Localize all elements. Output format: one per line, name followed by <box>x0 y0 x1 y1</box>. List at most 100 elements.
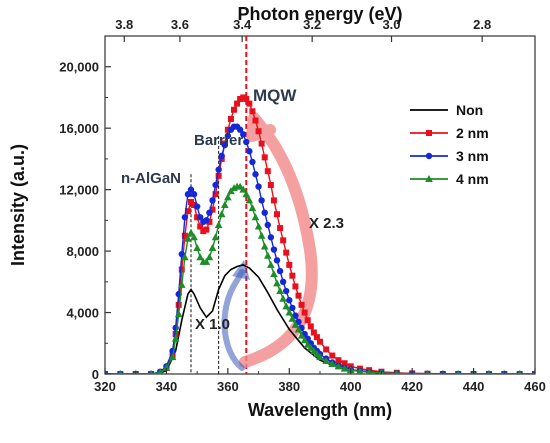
data-point <box>240 94 247 101</box>
data-point <box>267 260 275 268</box>
data-point <box>270 246 278 253</box>
data-point <box>224 132 232 140</box>
reference-lines <box>190 36 248 374</box>
data-point <box>193 244 201 252</box>
data-point <box>289 304 296 312</box>
data-point <box>239 185 248 193</box>
data-point <box>245 196 254 204</box>
data-point <box>366 368 373 374</box>
data-point <box>300 336 309 344</box>
y-axis-title: Intensity (a.u.) <box>8 144 28 266</box>
data-point <box>301 309 308 316</box>
data-point <box>279 294 287 302</box>
x-tick-label: 340 <box>156 379 178 394</box>
data-point <box>295 292 302 299</box>
data-point <box>181 232 188 239</box>
x-tick-label: 420 <box>401 379 423 394</box>
data-point <box>215 166 222 173</box>
data-point <box>291 320 300 328</box>
data-point <box>184 234 192 242</box>
data-point <box>283 287 290 295</box>
data-point <box>178 250 185 258</box>
data-point <box>171 334 180 342</box>
data-point <box>196 253 205 261</box>
data-point <box>517 370 522 374</box>
top-axis: 3.8 3.6 3.4 3.2 3.0 2.8 <box>115 17 491 42</box>
legend-label: 2 nm <box>456 125 489 141</box>
data-point <box>197 223 204 230</box>
series-layer <box>105 94 535 374</box>
legend-marker <box>425 175 433 182</box>
data-point <box>283 249 290 256</box>
data-point <box>243 138 250 146</box>
y-tick-label: 12,000 <box>59 183 99 198</box>
data-point <box>214 220 223 228</box>
data-point <box>205 253 214 261</box>
left-axis: 0 4,000 8,000 12,000 16,000 20,000 <box>59 60 111 382</box>
n-algan-label: n-AlGaN <box>121 170 181 187</box>
data-point <box>317 338 323 345</box>
data-point <box>258 140 265 147</box>
series-4 <box>105 182 535 374</box>
data-point <box>191 202 198 208</box>
data-point <box>486 370 492 374</box>
data-point <box>184 208 191 215</box>
data-point <box>240 131 247 138</box>
scale-arrowhead-x10 <box>232 260 250 280</box>
y-tick-label: 8,000 <box>66 244 99 259</box>
data-point <box>175 301 182 308</box>
data-point <box>297 331 306 339</box>
data-point <box>190 191 198 198</box>
data-point <box>276 267 284 275</box>
top-tick-label: 2.8 <box>473 17 491 32</box>
data-point <box>187 186 195 193</box>
data-point <box>295 318 302 325</box>
legend-label: 4 nm <box>456 171 489 187</box>
legend: Non 2 nm 3 nm 4 nm <box>410 102 489 187</box>
data-point <box>255 183 262 190</box>
data-point <box>251 213 260 221</box>
data-point <box>285 308 294 316</box>
data-point <box>157 368 164 374</box>
data-point <box>177 280 186 288</box>
data-point <box>263 251 272 259</box>
data-point <box>254 222 263 230</box>
data-point <box>236 126 244 133</box>
data-point <box>279 278 287 286</box>
data-point <box>267 182 274 189</box>
data-point <box>310 329 317 336</box>
mqw-label: MQW <box>253 86 297 105</box>
y-tick-label: 16,000 <box>59 121 99 136</box>
data-point <box>255 128 262 135</box>
data-point <box>294 325 303 333</box>
data-point <box>181 253 189 261</box>
data-point <box>168 353 177 361</box>
data-point <box>148 370 154 374</box>
x-tick-label: 380 <box>278 379 300 394</box>
data-point <box>288 314 297 322</box>
data-point <box>273 279 281 287</box>
data-point <box>456 370 461 374</box>
data-point <box>261 209 268 216</box>
data-point <box>203 226 210 233</box>
data-point <box>277 225 284 232</box>
data-point <box>212 181 219 189</box>
data-point <box>209 197 216 204</box>
data-point <box>258 197 265 204</box>
data-point <box>270 197 277 204</box>
data-point <box>274 211 280 218</box>
data-point <box>220 201 229 208</box>
data-point <box>202 257 211 265</box>
data-point <box>316 353 324 361</box>
data-point <box>425 370 430 374</box>
data-point <box>162 363 171 371</box>
x-tick-label: 320 <box>94 379 116 394</box>
data-point <box>206 209 213 216</box>
data-point <box>276 287 284 295</box>
top-axis-title: Photon energy (eV) <box>237 4 402 24</box>
data-point <box>208 244 217 252</box>
data-point <box>190 233 198 241</box>
data-point <box>221 141 228 149</box>
x10-label: X 1.0 <box>195 316 230 333</box>
